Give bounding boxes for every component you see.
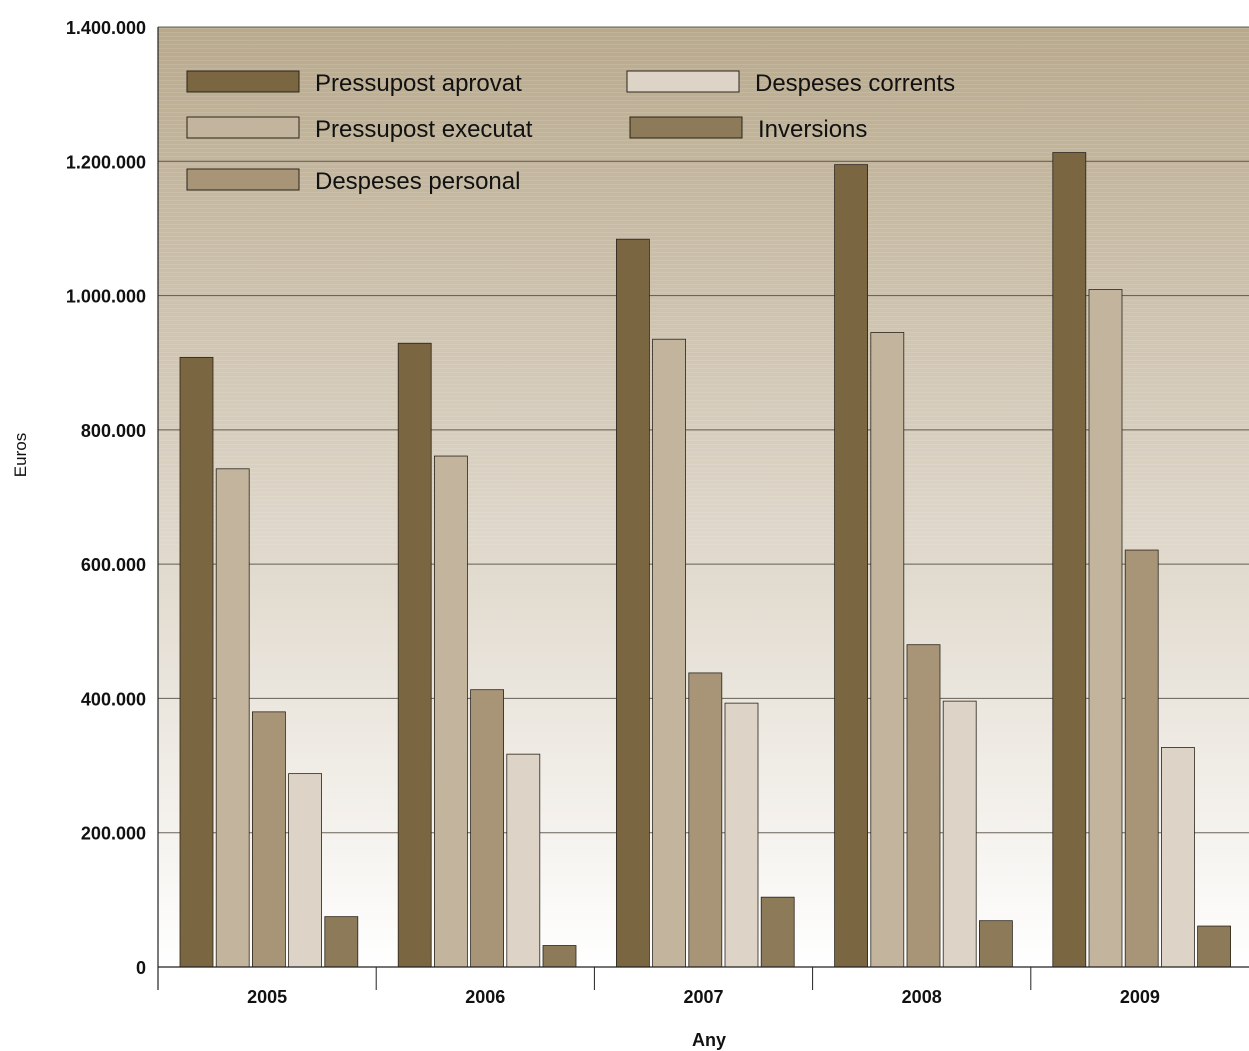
legend-label: Despeses corrents — [755, 70, 955, 97]
bar — [470, 689, 505, 968]
y-tick-label: 0 — [136, 958, 146, 978]
bar — [652, 338, 686, 968]
y-axis-title: Euros — [11, 433, 30, 477]
bar — [870, 332, 905, 968]
bar — [760, 896, 795, 968]
bars — [179, 152, 1231, 968]
bar — [1124, 549, 1159, 968]
bar — [324, 916, 359, 968]
bar — [616, 238, 650, 968]
legend-swatch — [186, 70, 300, 93]
bar — [906, 644, 941, 968]
bar — [834, 164, 868, 968]
legend-swatch — [626, 70, 740, 93]
bar — [397, 342, 432, 968]
bar — [288, 773, 323, 968]
x-tick-label: 2008 — [902, 987, 942, 1007]
bar — [251, 711, 286, 968]
x-tick-label: 2009 — [1120, 987, 1160, 1007]
axes — [157, 27, 1249, 990]
bar — [942, 700, 977, 968]
y-tick-label: 1.400.000 — [66, 18, 146, 38]
bar — [688, 672, 723, 968]
y-tick-labels: 0 200.000 400.000 600.000 800.000 1.000.000 1.… — [66, 18, 146, 978]
bar — [979, 920, 1013, 968]
x-axis-title: Any — [692, 1030, 726, 1050]
legend-label: Despeses personal — [315, 168, 520, 195]
bar — [179, 356, 214, 968]
x-tick-label: 2005 — [247, 987, 287, 1007]
bar — [215, 468, 250, 968]
bar — [1052, 152, 1087, 968]
bar — [433, 455, 468, 968]
y-tick-label: 1.000.000 — [66, 287, 146, 307]
legend-swatch — [186, 116, 300, 139]
x-tick-label: 2006 — [465, 987, 505, 1007]
legend-swatch — [186, 168, 300, 191]
y-tick-label: 600.000 — [81, 555, 146, 575]
y-tick-label: 400.000 — [81, 689, 146, 709]
y-tick-label: 200.000 — [81, 824, 146, 844]
x-tick-labels: 2005 2006 2007 2008 2009 — [247, 987, 1160, 1007]
y-tick-label: 1.200.000 — [66, 152, 146, 172]
bar — [542, 945, 577, 968]
legend: Pressupost aprovat Pressupost executat Des… — [186, 70, 955, 195]
bar — [724, 702, 759, 968]
bar — [506, 753, 541, 968]
legend-swatch — [629, 116, 743, 139]
bar — [1197, 925, 1231, 968]
legend-label: Inversions — [758, 116, 867, 143]
bar — [1161, 747, 1195, 968]
y-tick-label: 800.000 — [81, 421, 146, 441]
legend-label: Pressupost aprovat — [315, 70, 522, 97]
bar — [1088, 289, 1123, 968]
legend-label: Pressupost executat — [315, 116, 533, 143]
x-tick-label: 2007 — [683, 987, 723, 1007]
